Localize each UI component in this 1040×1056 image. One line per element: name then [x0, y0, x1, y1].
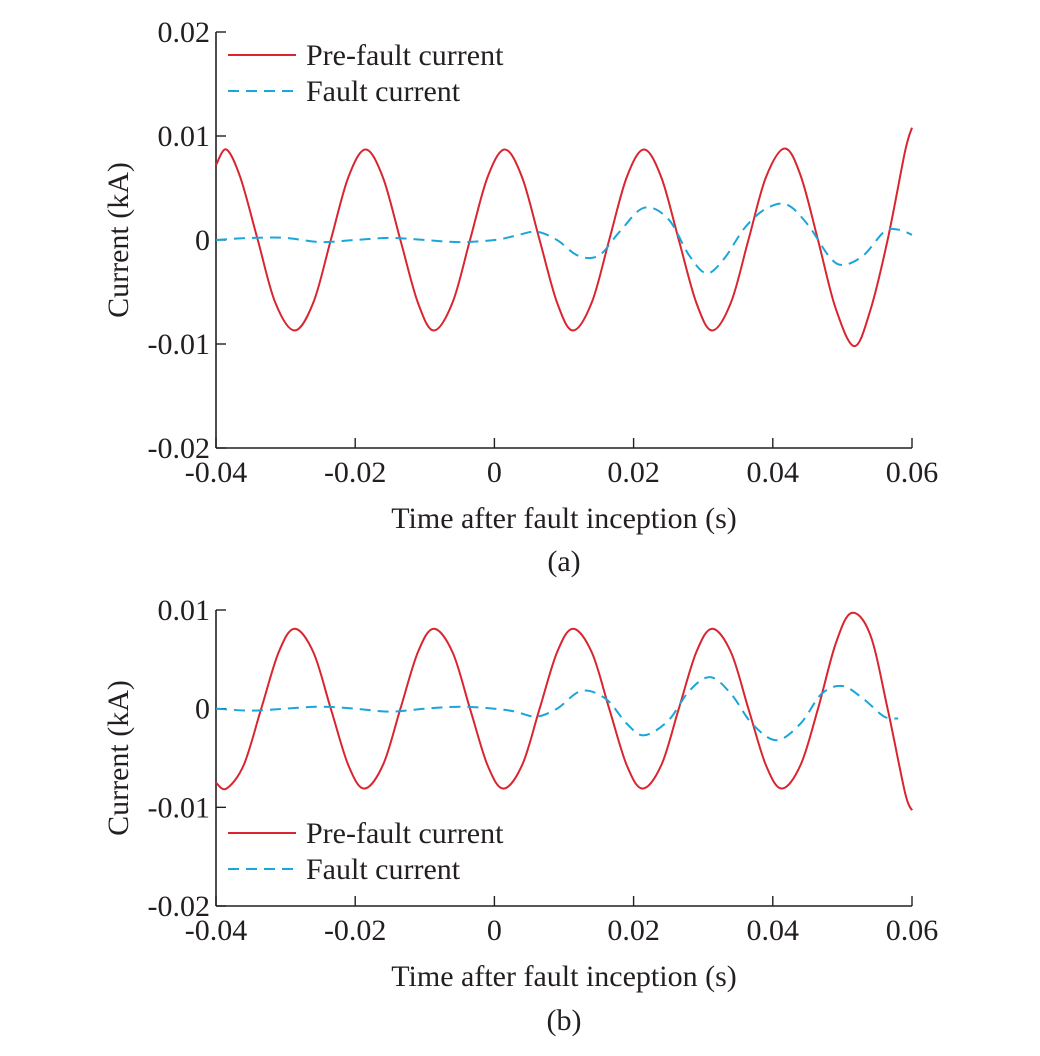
- y-tick-label: -0.02: [148, 890, 211, 923]
- y-tick-label: -0.02: [148, 432, 211, 465]
- y-tick-label: -0.01: [148, 791, 211, 824]
- x-tick-label: 0.04: [747, 914, 800, 947]
- x-axis-label: Time after fault inception (s): [391, 960, 736, 993]
- y-tick-label: 0: [195, 224, 210, 257]
- legend-label-fault: Fault current: [306, 853, 461, 886]
- x-tick-label: 0.06: [886, 914, 939, 947]
- x-tick-label: 0: [487, 914, 502, 947]
- x-tick-label: -0.02: [324, 914, 387, 947]
- chart-panel-a: -0.04 -0.02 0 0.02 0.04 0.06-0.02-0.0100.010.…: [102, 16, 938, 578]
- y-tick-label: 0.01: [158, 120, 211, 153]
- x-tick-label: 0.06: [886, 456, 939, 489]
- panel-caption: (b): [547, 1004, 582, 1037]
- y-tick-label: 0.02: [158, 16, 211, 49]
- y-tick-label: -0.01: [148, 328, 211, 361]
- legend-label-fault: Fault current: [306, 75, 461, 108]
- x-tick-label: 0: [487, 456, 502, 489]
- prefault-current-line: [215, 127, 913, 348]
- chart-panel-b: -0.04 -0.02 0 0.02 0.04 0.06-0.02-0.0100.01Ti…: [102, 594, 938, 1037]
- fault-current-line: [215, 202, 913, 275]
- legend-label-prefault: Pre-fault current: [306, 39, 504, 72]
- y-tick-label: 0: [195, 693, 210, 726]
- x-tick-label: 0.02: [607, 914, 660, 947]
- y-axis-label: Current (kA): [102, 162, 135, 318]
- y-axis-label: Current (kA): [102, 680, 135, 836]
- y-tick-label: 0.01: [158, 594, 211, 627]
- x-tick-label: -0.02: [324, 456, 387, 489]
- legend-label-prefault: Pre-fault current: [306, 817, 504, 850]
- x-tick-label: -0.04: [185, 456, 248, 489]
- prefault-current-line: [215, 611, 913, 811]
- x-tick-label: -0.04: [185, 914, 248, 947]
- x-axis-label: Time after fault inception (s): [391, 502, 736, 535]
- panel-caption: (a): [547, 545, 580, 578]
- x-tick-label: 0.02: [607, 456, 660, 489]
- fault-current-line: [215, 676, 899, 742]
- x-tick-label: 0.04: [747, 456, 800, 489]
